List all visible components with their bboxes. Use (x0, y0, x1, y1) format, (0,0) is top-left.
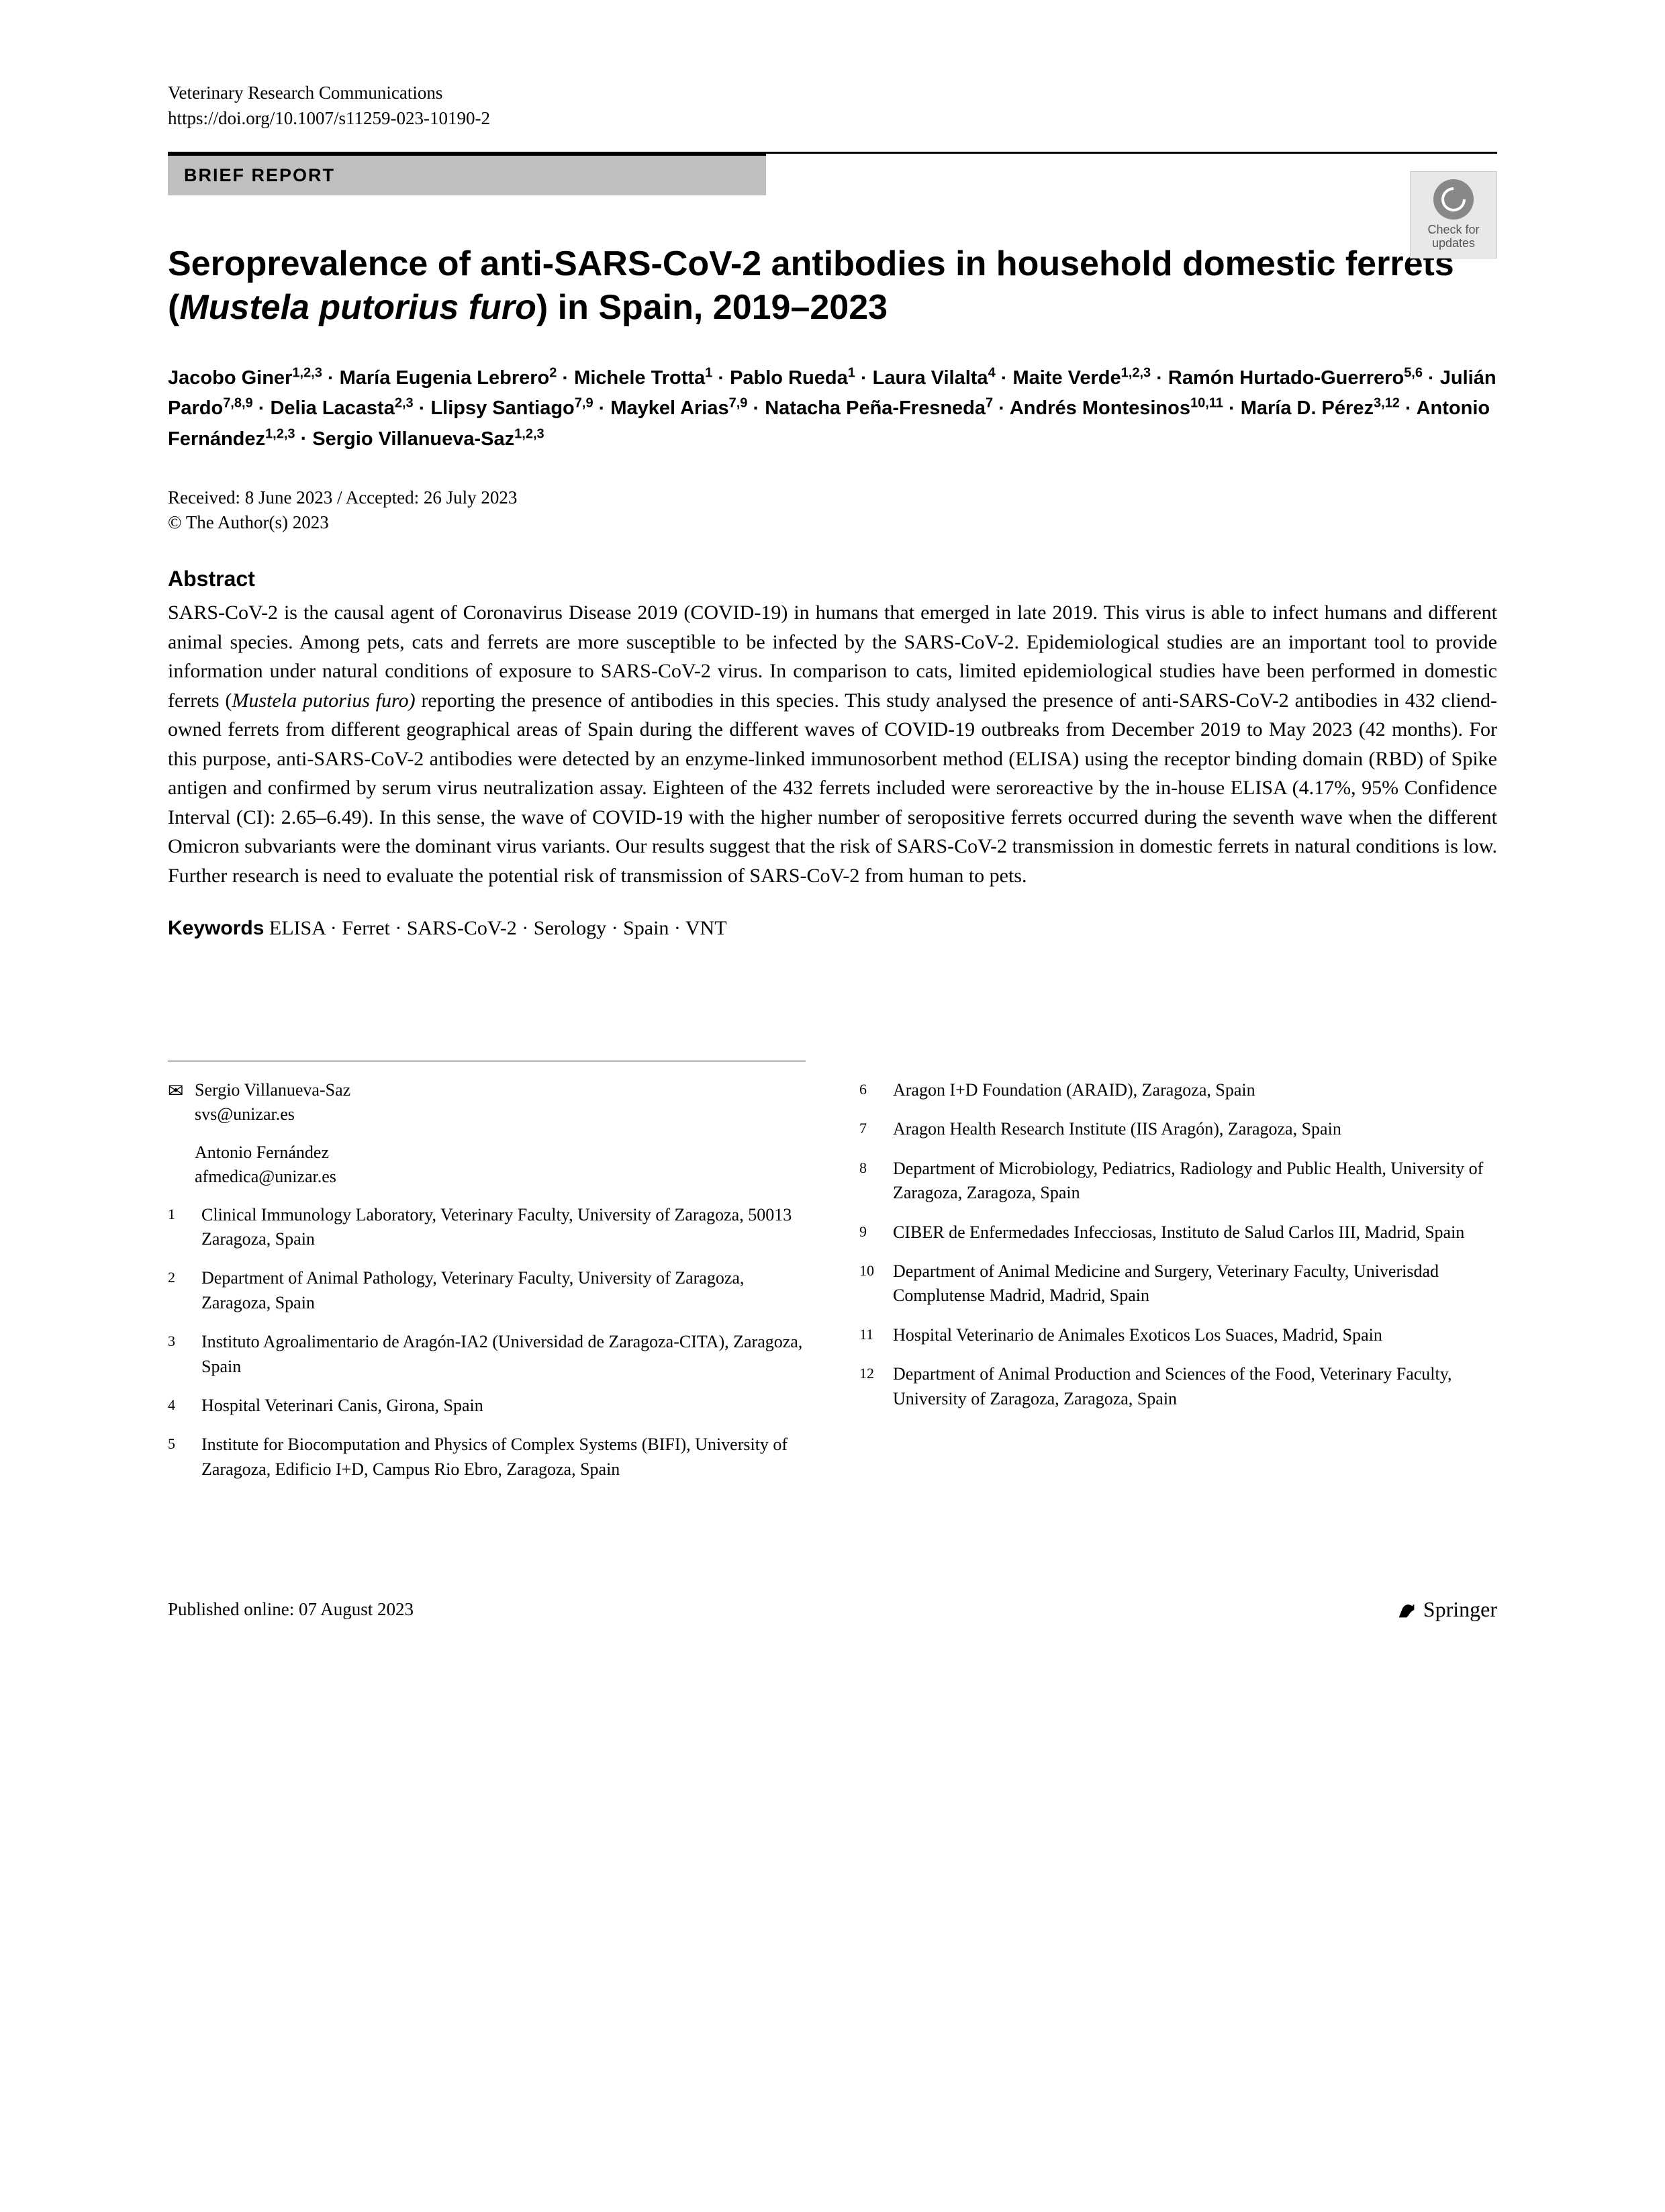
affil-col-right: 6 Aragon I+D Foundation (ARAID), Zaragoz… (859, 1078, 1497, 1496)
author: Jacobo Giner1,2,3 (168, 367, 322, 389)
author: Natacha Peña-Fresneda7 (765, 397, 993, 419)
affil-number: 9 (859, 1220, 893, 1245)
affiliation-item: 6 Aragon I+D Foundation (ARAID), Zaragoz… (859, 1078, 1497, 1102)
article-title: Seroprevalence of anti-SARS-CoV-2 antibo… (168, 242, 1497, 330)
journal-name: Veterinary Research Communications (168, 81, 1497, 106)
author: Maykel Arias7,9 (610, 397, 747, 419)
header-meta: Veterinary Research Communications https… (168, 81, 1497, 132)
affiliation-item: 4 Hospital Veterinari Canis, Girona, Spa… (168, 1394, 806, 1418)
affiliation-item: 10 Department of Animal Medicine and Sur… (859, 1259, 1497, 1308)
author: María Eugenia Lebrero2 (340, 367, 557, 389)
check-updates-badge[interactable]: Check for updates (1410, 171, 1497, 258)
corr-email[interactable]: afmedica@unizar.es (195, 1165, 336, 1189)
affil-text: Aragon Health Research Institute (IIS Ar… (893, 1117, 1341, 1141)
affil-text: Hospital Veterinari Canis, Girona, Spain (201, 1394, 483, 1418)
affil-number: 7 (859, 1117, 893, 1141)
affil-text: Department of Microbiology, Pediatrics, … (893, 1157, 1497, 1206)
copyright: © The Author(s) 2023 (168, 512, 1497, 533)
correspondence-1: ✉ Sergio Villanueva-Saz svs@unizar.es (168, 1078, 806, 1127)
affiliation-item: 12 Department of Animal Production and S… (859, 1362, 1497, 1411)
author: Llipsy Santiago7,9 (430, 397, 593, 419)
corr-name: Sergio Villanueva-Saz (195, 1078, 350, 1102)
affil-text: Department of Animal Production and Scie… (893, 1362, 1497, 1411)
affil-text: CIBER de Enfermedades Infecciosas, Insti… (893, 1220, 1464, 1245)
corr-email[interactable]: svs@unizar.es (195, 1102, 350, 1126)
correspondence-2: Antonio Fernández afmedica@unizar.es (168, 1141, 806, 1190)
affil-number: 8 (859, 1157, 893, 1206)
author: Pablo Rueda1 (730, 367, 855, 389)
author-list: Jacobo Giner1,2,3 · María Eugenia Lebrer… (168, 363, 1497, 454)
author: Sergio Villanueva-Saz1,2,3 (312, 428, 544, 450)
affil-text: Hospital Veterinario de Animales Exotico… (893, 1323, 1382, 1347)
affiliation-item: 7 Aragon Health Research Institute (IIS … (859, 1117, 1497, 1141)
abstract-heading: Abstract (168, 567, 1497, 591)
affiliations-block: ✉ Sergio Villanueva-Saz svs@unizar.es An… (168, 1078, 1497, 1496)
publisher-logo: Springer (1395, 1597, 1497, 1622)
affil-text: Instituto Agroalimentario de Aragón-IA2 … (201, 1330, 806, 1379)
affil-number: 3 (168, 1330, 201, 1379)
envelope-icon: ✉ (168, 1078, 195, 1127)
affil-text: Clinical Immunology Laboratory, Veterina… (201, 1203, 806, 1252)
published-online: Published online: 07 August 2023 (168, 1599, 414, 1620)
affil-number: 10 (859, 1259, 893, 1308)
author: Laura Vilalta4 (873, 367, 996, 389)
check-updates-label: Check for updates (1427, 224, 1479, 250)
affil-number: 2 (168, 1266, 201, 1315)
affiliation-item: 2 Department of Animal Pathology, Veteri… (168, 1266, 806, 1315)
affil-text: Institute for Biocomputation and Physics… (201, 1433, 806, 1482)
check-updates-icon (1433, 179, 1474, 220)
page-footer: Published online: 07 August 2023 Springe… (168, 1597, 1497, 1622)
author: María D. Pérez3,12 (1241, 397, 1400, 419)
affiliation-item: 5 Institute for Biocomputation and Physi… (168, 1433, 806, 1482)
author: Ramón Hurtado-Guerrero5,6 (1168, 367, 1423, 389)
author: Delia Lacasta2,3 (270, 397, 413, 419)
affil-number: 12 (859, 1362, 893, 1411)
article-type-badge: BRIEF REPORT (168, 154, 766, 195)
springer-horse-icon (1395, 1598, 1418, 1621)
keywords: Keywords ELISA · Ferret · SARS-CoV-2 · S… (168, 917, 1497, 940)
doi-link[interactable]: https://doi.org/10.1007/s11259-023-10190… (168, 106, 1497, 132)
author: Maite Verde1,2,3 (1012, 367, 1151, 389)
envelope-icon-blank (168, 1141, 195, 1190)
affil-number: 1 (168, 1203, 201, 1252)
affil-number: 5 (168, 1433, 201, 1482)
corr-name: Antonio Fernández (195, 1141, 336, 1165)
affil-number: 11 (859, 1323, 893, 1347)
author: Michele Trotta1 (574, 367, 712, 389)
affiliation-item: 11 Hospital Veterinario de Animales Exot… (859, 1323, 1497, 1347)
affil-text: Aragon I+D Foundation (ARAID), Zaragoza,… (893, 1078, 1255, 1102)
affiliation-item: 1 Clinical Immunology Laboratory, Veteri… (168, 1203, 806, 1252)
affiliation-item: 3 Instituto Agroalimentario de Aragón-IA… (168, 1330, 806, 1379)
affil-text: Department of Animal Pathology, Veterina… (201, 1266, 806, 1315)
affil-number: 6 (859, 1078, 893, 1102)
affil-col-left: ✉ Sergio Villanueva-Saz svs@unizar.es An… (168, 1078, 806, 1496)
article-dates: Received: 8 June 2023 / Accepted: 26 Jul… (168, 487, 1497, 508)
affil-text: Department of Animal Medicine and Surger… (893, 1259, 1497, 1308)
affiliation-item: 9 CIBER de Enfermedades Infecciosas, Ins… (859, 1220, 1497, 1245)
affil-number: 4 (168, 1394, 201, 1418)
affiliation-item: 8 Department of Microbiology, Pediatrics… (859, 1157, 1497, 1206)
author: Andrés Montesinos10,11 (1010, 397, 1223, 419)
abstract-text: SARS-CoV-2 is the causal agent of Corona… (168, 598, 1497, 890)
